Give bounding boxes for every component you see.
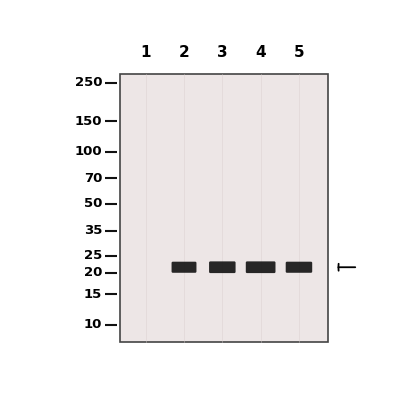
Text: 15: 15 xyxy=(84,288,102,301)
FancyBboxPatch shape xyxy=(286,262,312,273)
Text: 150: 150 xyxy=(75,115,102,128)
Text: 3: 3 xyxy=(217,45,228,60)
Text: 100: 100 xyxy=(75,145,102,158)
FancyBboxPatch shape xyxy=(120,74,328,342)
Text: 70: 70 xyxy=(84,172,102,185)
FancyBboxPatch shape xyxy=(246,261,276,273)
Text: 20: 20 xyxy=(84,266,102,279)
Text: 1: 1 xyxy=(140,45,151,60)
Text: 35: 35 xyxy=(84,224,102,237)
Text: 5: 5 xyxy=(294,45,304,60)
Text: 4: 4 xyxy=(255,45,266,60)
Text: 2: 2 xyxy=(179,45,190,60)
FancyBboxPatch shape xyxy=(209,261,236,273)
Text: 50: 50 xyxy=(84,197,102,210)
FancyBboxPatch shape xyxy=(171,262,197,273)
Text: 10: 10 xyxy=(84,318,102,331)
Text: 250: 250 xyxy=(75,76,102,89)
Text: 25: 25 xyxy=(84,249,102,262)
